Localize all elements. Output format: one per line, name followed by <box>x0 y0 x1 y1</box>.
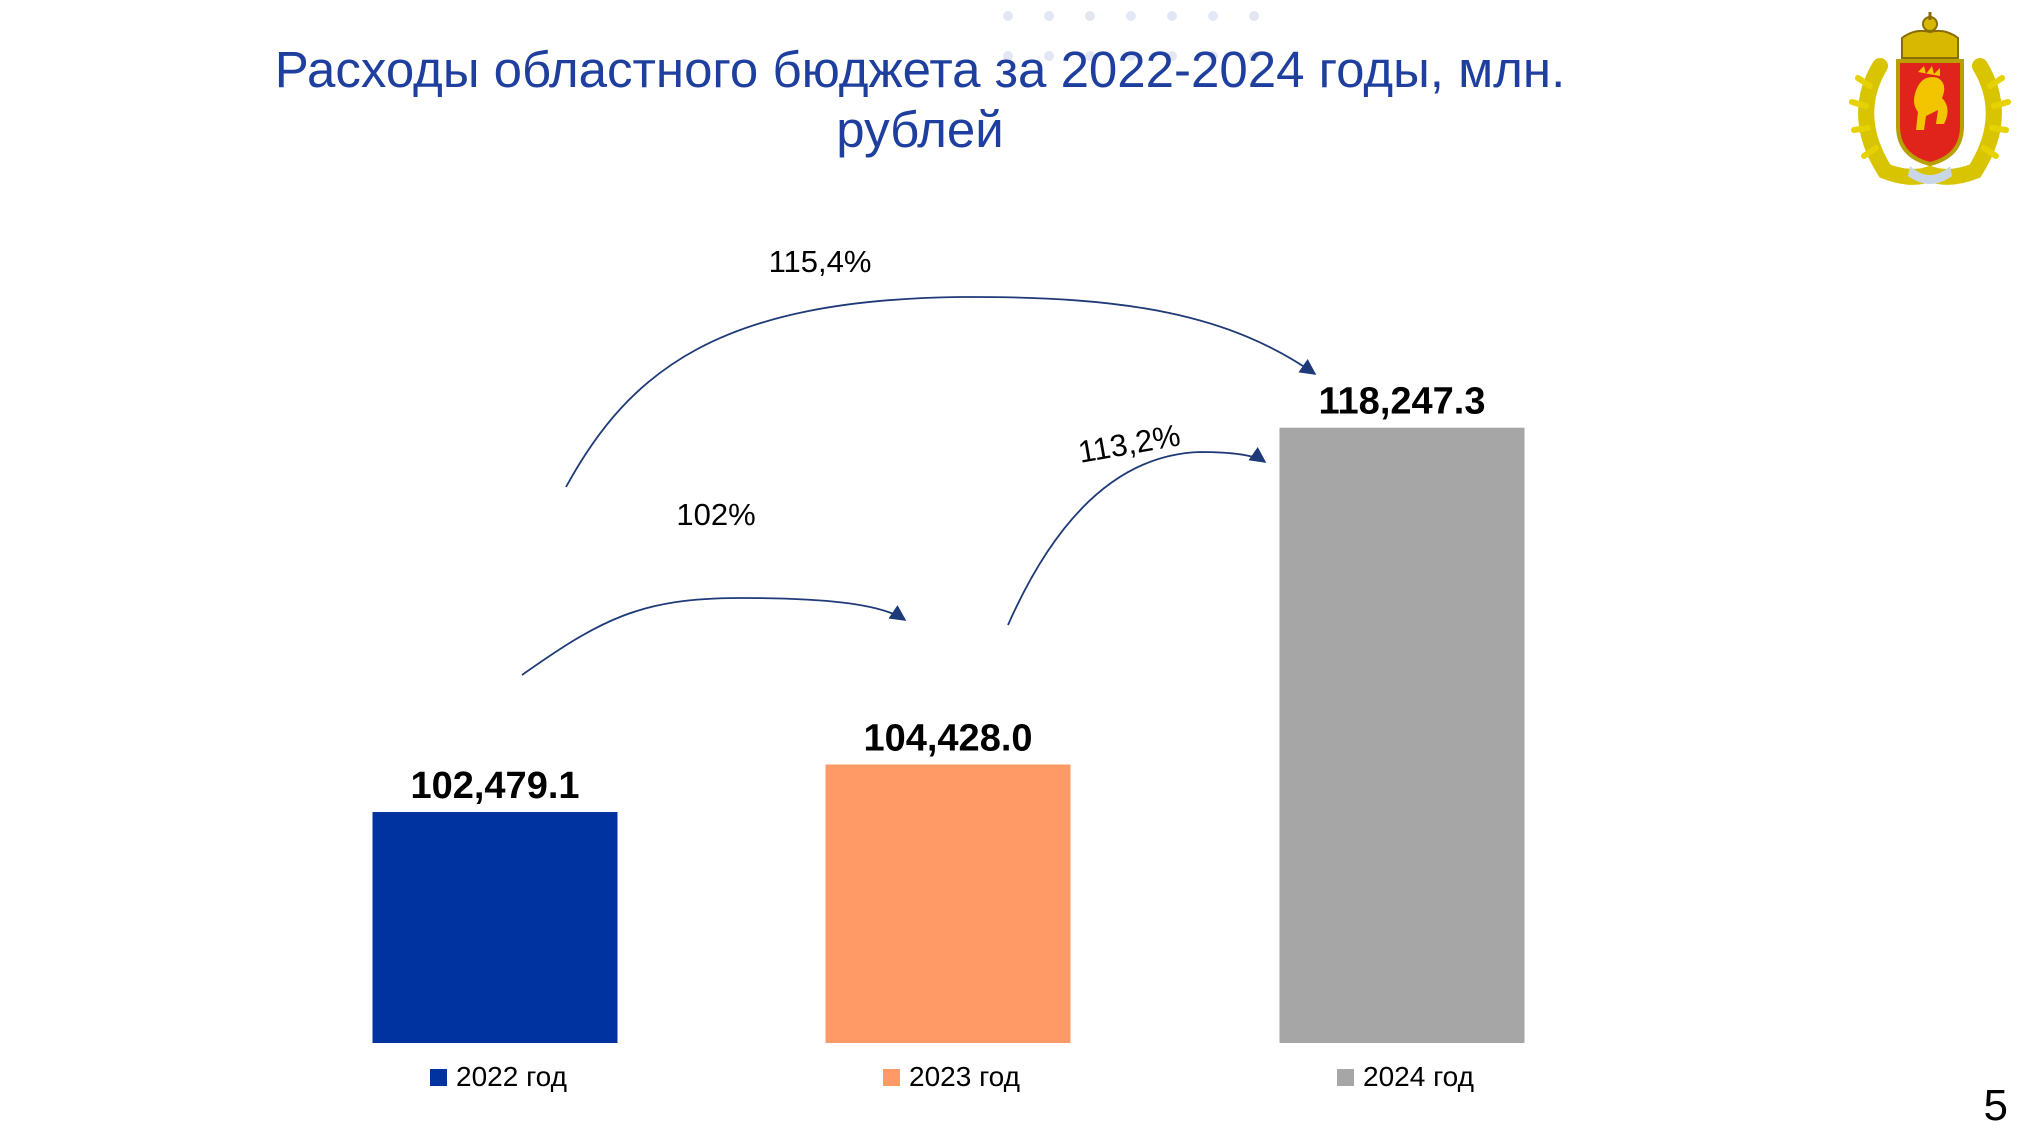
decorative-dot <box>1044 51 1054 61</box>
decorative-dots <box>1003 11 1259 61</box>
bar-2 <box>1279 427 1525 1043</box>
bar-1 <box>825 764 1071 1043</box>
coat-of-arms-icon <box>1849 12 2011 185</box>
arrow-2023-2024 <box>1007 447 1267 626</box>
legend-swatch-2 <box>1337 1069 1354 1086</box>
value-label-0: 102,479.1 <box>410 765 579 807</box>
legend-swatch-1 <box>883 1069 900 1086</box>
decorative-dot <box>1249 51 1259 61</box>
page-title: Расходы областного бюджета за 2022-2024 … <box>274 41 1566 158</box>
growth-label-2022-2023: 102% <box>676 497 755 532</box>
growth-label-2022-2024: 115,4% <box>769 244 872 279</box>
decorative-dot <box>1208 51 1218 61</box>
page-number: 5 <box>1983 1081 2008 1130</box>
decorative-dot <box>1085 51 1095 61</box>
bar-0 <box>372 811 618 1043</box>
decorative-dot <box>1003 11 1013 21</box>
value-label-2: 118,247.3 <box>1319 381 1486 423</box>
legend-swatch-0 <box>430 1069 447 1086</box>
decorative-dot <box>1167 11 1177 21</box>
arrow-2022-2024 <box>565 296 1317 488</box>
growth-label-2023-2024: 113,2% <box>1075 417 1182 469</box>
arrow-2022-2023 <box>521 597 907 676</box>
decorative-dot <box>1167 51 1177 61</box>
value-label-1: 104,428.0 <box>863 717 1032 759</box>
decorative-dot <box>1208 11 1218 21</box>
legend-label-1: 2023 год <box>909 1061 1020 1092</box>
decorative-dot <box>1126 51 1136 61</box>
decorative-dot <box>1044 11 1054 21</box>
decorative-dot <box>1003 51 1013 61</box>
decorative-dot <box>1126 11 1136 21</box>
decorative-dot <box>1085 11 1095 21</box>
legend-label-0: 2022 год <box>456 1061 567 1092</box>
legend-label-2: 2024 год <box>1363 1061 1474 1092</box>
decorative-dot <box>1249 11 1259 21</box>
